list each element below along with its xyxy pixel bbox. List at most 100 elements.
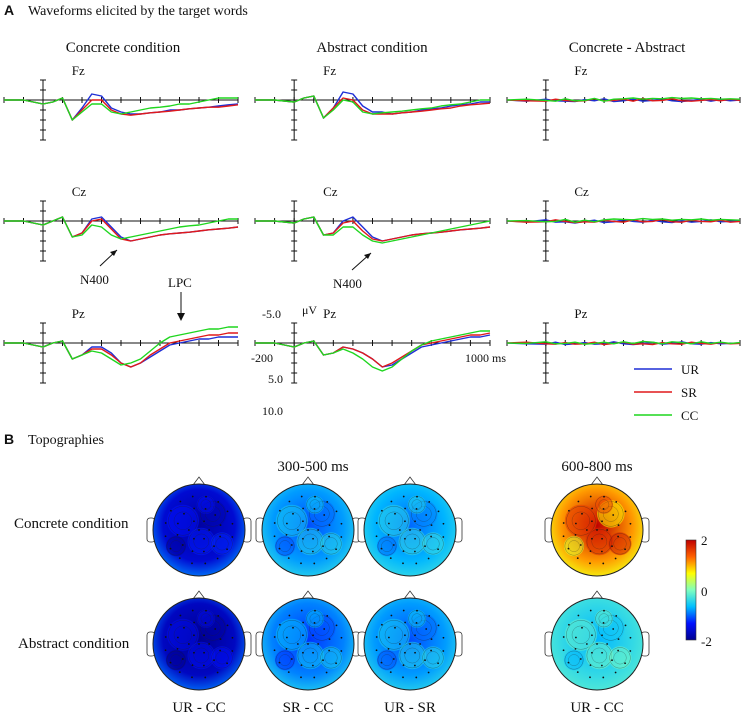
contour-patch	[210, 532, 234, 556]
colorbar-gradient	[685, 539, 697, 641]
row-label-abstract: Abstract condition	[18, 636, 130, 652]
column-label-ur-cc-1: UR - CC	[172, 700, 225, 716]
electrode-dot	[602, 562, 605, 565]
electrode-dot	[191, 664, 194, 666]
topomap-concrete-condition-sr-cc	[255, 476, 361, 577]
electrode-dot	[611, 545, 613, 548]
electrode-dot	[323, 514, 326, 516]
electrode-dot	[606, 643, 609, 645]
electrode-dot	[300, 676, 302, 679]
electrode-dot	[402, 664, 405, 666]
contour-line	[275, 536, 295, 556]
topomap-contours	[165, 609, 234, 671]
electrode-dot	[193, 520, 195, 523]
contour-patch	[275, 618, 308, 651]
electrode-dot	[311, 550, 314, 553]
electrode-dot	[414, 651, 416, 654]
electrode-dot	[178, 671, 181, 673]
contour-line	[381, 654, 393, 666]
head-outline	[550, 483, 644, 577]
electrode-dot	[290, 544, 293, 546]
electrode-dot	[424, 545, 426, 548]
electrode-dot	[202, 550, 205, 553]
electrode-dot	[328, 524, 331, 527]
electrode-dot	[191, 550, 194, 552]
contour-line	[170, 540, 182, 552]
electrode-dot	[191, 676, 193, 679]
electrode-dot	[577, 614, 580, 617]
electrode-dot	[430, 535, 432, 538]
electrode-dot	[585, 643, 588, 645]
electrode-dot	[442, 536, 445, 538]
electrode-dot	[302, 537, 304, 540]
electrode-dot	[606, 529, 609, 531]
electrode-dot	[317, 529, 320, 531]
electrode-dot	[181, 658, 184, 660]
head-nose	[403, 476, 417, 486]
contour-line	[566, 620, 596, 650]
electrode-dot	[273, 535, 276, 538]
electrode-dot	[231, 536, 234, 538]
electrode-dot	[169, 547, 172, 550]
electrode-dot	[326, 615, 329, 617]
panel-b-title: Topographies	[28, 433, 104, 448]
electrode-dot	[413, 664, 416, 667]
electrode-dot	[300, 495, 303, 498]
contour-line	[279, 540, 291, 552]
contour-line	[598, 613, 610, 624]
electrode-dot	[425, 514, 428, 516]
electrode-dot	[415, 622, 418, 624]
colorbar-tick-min: -2	[701, 634, 712, 649]
y-unit-label: μV	[302, 303, 317, 317]
contour-line	[320, 533, 342, 555]
electrode-label-cz: Cz	[323, 184, 338, 199]
electrode-dot	[387, 647, 390, 650]
electrode-dot	[387, 533, 390, 536]
contour-line	[211, 647, 233, 669]
electrode-dot	[219, 649, 221, 652]
contour-line	[173, 511, 192, 530]
contour-line	[200, 613, 212, 624]
contour-patch	[376, 535, 398, 557]
electrode-dot	[312, 520, 314, 523]
electrode-dot	[577, 500, 580, 503]
electrode-dot	[314, 609, 316, 612]
contour-patch	[210, 646, 234, 670]
electrode-dot	[589, 664, 592, 666]
series-line-cc	[506, 217, 741, 223]
contour-patch	[187, 527, 216, 556]
electrode-dot	[177, 636, 179, 639]
electrode-dot	[389, 557, 392, 559]
electrode-dot	[231, 522, 234, 525]
electrode-dot	[617, 535, 619, 538]
electrode-dot	[170, 509, 172, 512]
contour-line	[411, 499, 423, 510]
erp-plot-abstract-condition-fz: Fz	[254, 63, 491, 141]
electrode-dots	[375, 609, 445, 679]
electrode-dot	[288, 614, 291, 617]
contour-patch	[376, 649, 398, 671]
colorbar: 2 0 -2	[685, 533, 712, 649]
electrode-dot	[427, 671, 430, 674]
electrode-dot	[313, 622, 316, 624]
panel-a-title: Waveforms elicited by the target words	[28, 4, 248, 19]
electrode-dot	[191, 609, 194, 612]
electrode-dot	[562, 535, 565, 538]
electrode-dot	[617, 524, 620, 527]
electrode-dot	[380, 661, 383, 664]
head-outline	[152, 597, 246, 691]
electrode-dot	[375, 649, 378, 652]
electrode-dot	[164, 522, 167, 524]
contour-line	[166, 650, 186, 670]
electrode-dot	[415, 562, 418, 565]
electrode-dot	[287, 557, 290, 559]
contour-line	[170, 654, 182, 666]
column-label-ur-cc-2: UR - CC	[570, 700, 623, 716]
electrode-dot	[388, 522, 390, 525]
electrode-dot	[389, 671, 392, 673]
series-line-cc	[506, 340, 741, 345]
electrode-dot	[574, 533, 577, 536]
condition-title-abstract: Abstract condition	[316, 40, 428, 56]
y-tick-label-10: 10.0	[262, 404, 283, 418]
electrode-dot	[300, 664, 303, 666]
